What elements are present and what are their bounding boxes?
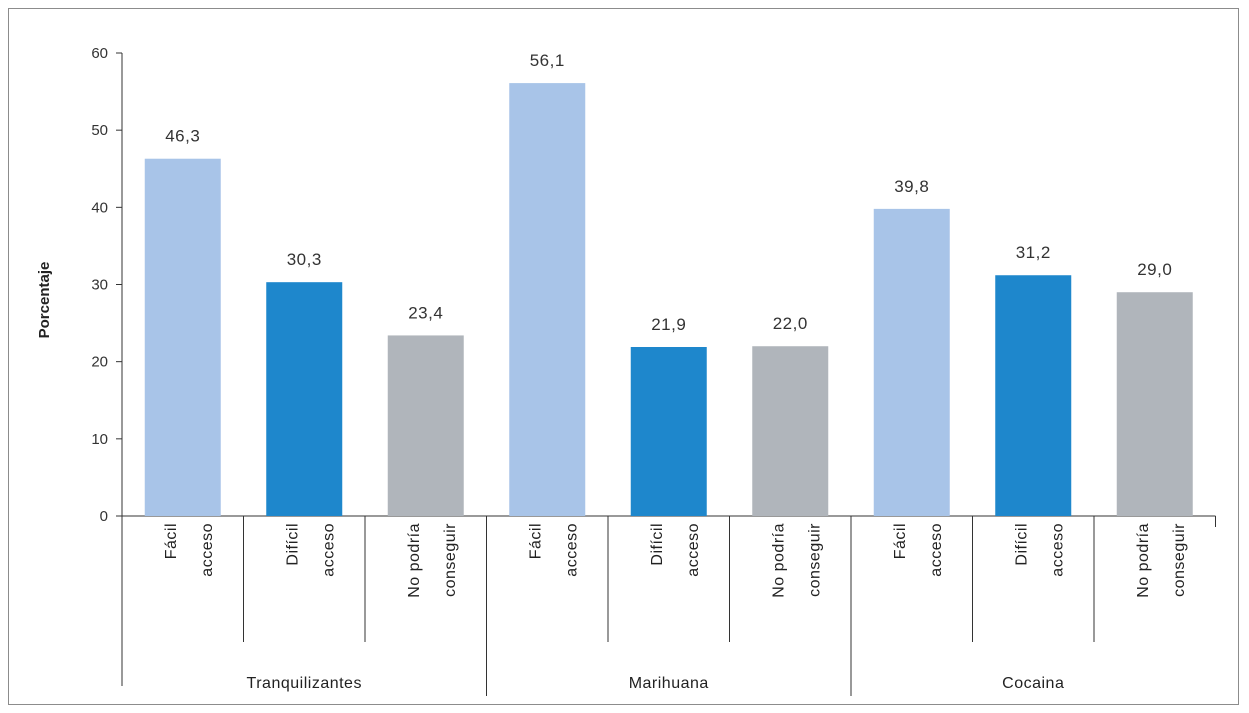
group-label: Cocaina bbox=[1002, 675, 1064, 692]
y-tick-label: 10 bbox=[91, 431, 108, 448]
data-label: 21,9 bbox=[651, 315, 686, 334]
category-label: Fácil acceso bbox=[163, 523, 216, 577]
bar bbox=[873, 208, 950, 517]
bar bbox=[144, 158, 221, 517]
category-label-line: Difícil bbox=[649, 523, 666, 566]
y-axis-label: Porcentaje bbox=[36, 262, 53, 339]
category-label-line: No podría bbox=[1135, 523, 1152, 598]
category-label-line: acceso bbox=[685, 523, 702, 577]
category-label: Difícil acceso bbox=[284, 523, 337, 577]
bar bbox=[387, 335, 464, 516]
category-label-line: acceso bbox=[563, 523, 580, 577]
y-tick-label: 30 bbox=[91, 277, 108, 294]
category-label-line: acceso bbox=[928, 523, 945, 577]
category-label-line: Fácil bbox=[527, 523, 544, 559]
data-label: 30,3 bbox=[287, 250, 322, 269]
bar bbox=[1116, 292, 1193, 516]
category-label-line: conseguir bbox=[442, 523, 459, 597]
category-label-line: acceso bbox=[1049, 523, 1066, 577]
group-label: Tranquilizantes bbox=[247, 675, 362, 692]
data-label: 29,0 bbox=[1137, 260, 1172, 279]
category-label-line: acceso bbox=[199, 523, 216, 577]
y-tick-label: 0 bbox=[100, 508, 108, 525]
category-label-line: acceso bbox=[320, 523, 337, 577]
category-label-line: Difícil bbox=[284, 523, 301, 566]
bar bbox=[266, 282, 343, 516]
bar bbox=[995, 275, 1072, 516]
category-label-line: Fácil bbox=[163, 523, 180, 559]
data-label: 56,1 bbox=[530, 51, 565, 70]
bar bbox=[752, 346, 829, 516]
group-label: Marihuana bbox=[629, 675, 709, 692]
category-label-line: Fácil bbox=[892, 523, 909, 559]
data-label: 31,2 bbox=[1016, 243, 1051, 262]
category-label: Difícil acceso bbox=[649, 523, 702, 577]
category-label: Fácil acceso bbox=[527, 523, 580, 577]
data-label: 39,8 bbox=[894, 177, 929, 196]
category-label: No podría conseguir bbox=[770, 523, 823, 598]
y-tick-label: 40 bbox=[91, 199, 108, 216]
category-label: Fácil acceso bbox=[892, 523, 945, 577]
category-label-line: No podría bbox=[770, 523, 787, 598]
data-label: 23,4 bbox=[408, 303, 443, 322]
y-tick-label: 20 bbox=[91, 354, 108, 371]
y-tick-label: 50 bbox=[91, 122, 108, 139]
category-label: No podría conseguir bbox=[406, 523, 459, 598]
data-label: 22,0 bbox=[773, 314, 808, 333]
y-tick-label: 60 bbox=[91, 45, 108, 62]
data-label: 46,3 bbox=[165, 127, 200, 146]
category-label-line: conseguir bbox=[806, 523, 823, 597]
category-label-line: conseguir bbox=[1171, 523, 1188, 597]
category-label-line: No podría bbox=[406, 523, 423, 598]
bar bbox=[630, 347, 707, 516]
category-label: No podría conseguir bbox=[1135, 523, 1188, 598]
bar bbox=[509, 83, 586, 516]
category-label: Difícil acceso bbox=[1013, 523, 1066, 577]
category-label-line: Difícil bbox=[1013, 523, 1030, 566]
